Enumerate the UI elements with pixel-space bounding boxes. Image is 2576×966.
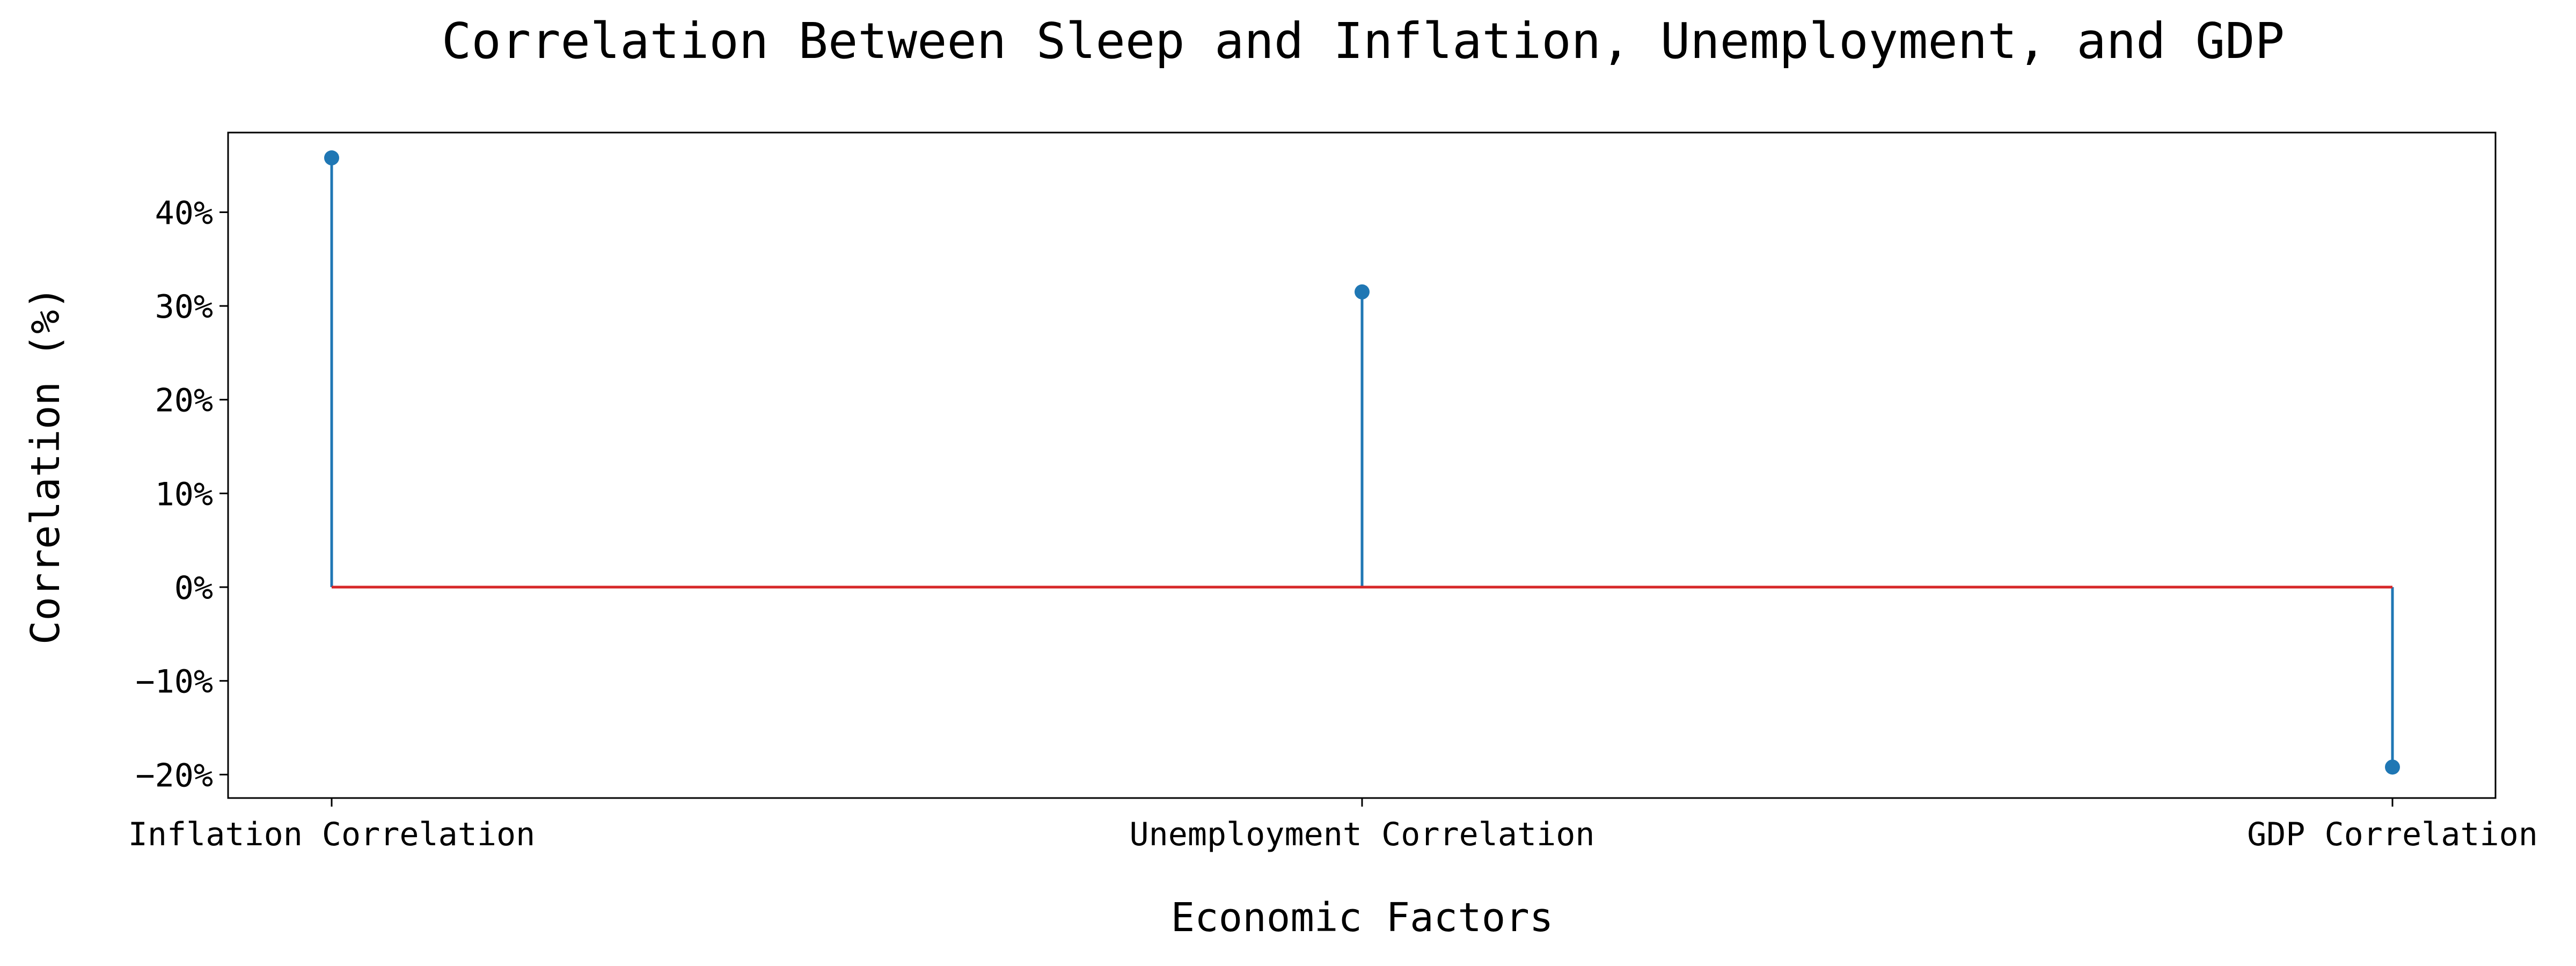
x-axis: Inflation Correlation Unemployment Correl… xyxy=(128,798,2538,853)
y-tick-label: −20% xyxy=(136,757,214,794)
stem-marker xyxy=(324,150,339,166)
stem-marker xyxy=(1355,284,1370,299)
y-tick-label: −10% xyxy=(136,663,214,701)
x-tick-label: GDP Correlation xyxy=(2247,816,2538,853)
y-tick-label: 30% xyxy=(155,288,213,326)
x-tick-label: Unemployment Correlation xyxy=(1130,816,1595,853)
y-tick-label: 10% xyxy=(155,475,213,513)
x-tick-label: Inflation Correlation xyxy=(128,816,536,853)
y-axis-label: Correlation (%) xyxy=(23,286,69,645)
chart-title: Correlation Between Sleep and Inflation,… xyxy=(442,12,2285,70)
x-axis-label: Economic Factors xyxy=(1171,895,1554,941)
y-tick-label: 20% xyxy=(155,382,213,420)
plot-marks xyxy=(324,150,2400,775)
y-axis: −20% −10% 0% 10% 20% 30% 40% xyxy=(136,194,228,794)
y-tick-label: 40% xyxy=(155,194,213,232)
y-tick-label: 0% xyxy=(174,569,213,607)
stem-marker xyxy=(2385,759,2400,775)
